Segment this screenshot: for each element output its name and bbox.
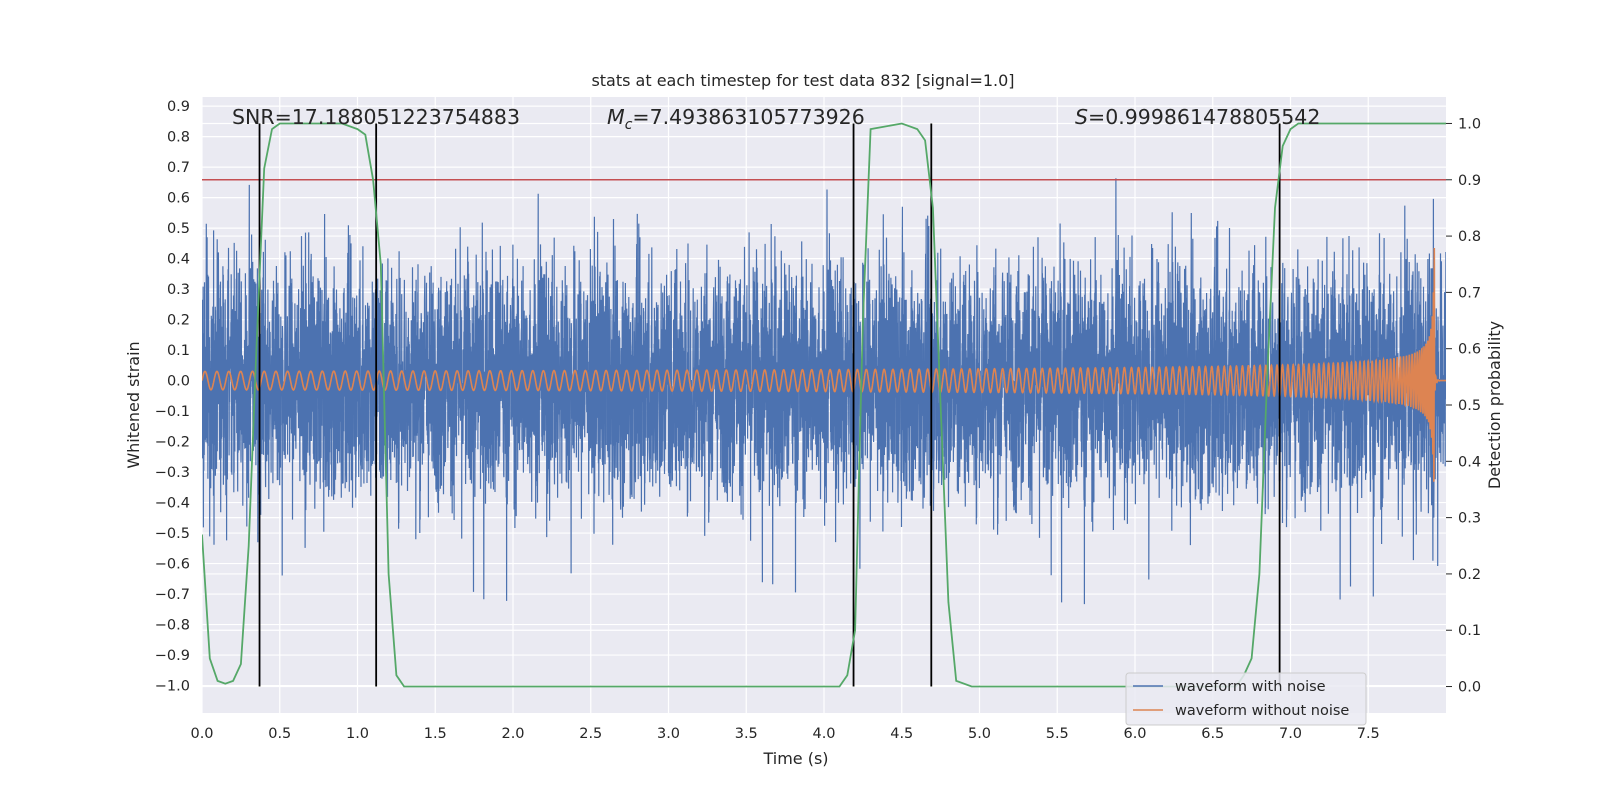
detection-boundaries <box>258 123 1281 687</box>
y-tick-label: −0.2 <box>155 435 190 451</box>
y-tick-label: 0.3 <box>167 282 190 298</box>
y-tick-label: 0.8 <box>167 130 190 146</box>
x-tick-label: 4.0 <box>812 726 835 742</box>
y-tick-label: 0.5 <box>167 221 190 237</box>
y2-tick-label: 0.3 <box>1458 511 1481 527</box>
y2-tick-label: 0.2 <box>1458 567 1481 583</box>
y-tick-label: 0.9 <box>167 99 190 115</box>
y-tick-label: −1.0 <box>155 679 190 695</box>
y-tick-label: 0.2 <box>167 313 190 329</box>
x-tick-label: 4.5 <box>890 726 913 742</box>
y-tick-label: 0.1 <box>167 343 190 359</box>
y2-axis-ticks: 1.0 0.9 0.8 0.7 0.6 0.5 0.4 0.3 0.2 0.1 0.0 <box>1446 116 1481 696</box>
x-tick-label: 3.5 <box>735 726 758 742</box>
x-axis-label: Time (s) <box>762 749 828 768</box>
chirp-mass-value: =7.493863105773926 <box>632 105 864 129</box>
x-tick-label: 2.0 <box>501 726 524 742</box>
x-tick-label: 1.0 <box>346 726 369 742</box>
series-waveform-without-noise <box>202 247 1446 482</box>
y2-tick-label: 0.5 <box>1458 398 1481 414</box>
x-tick-label: 3.0 <box>657 726 680 742</box>
y2-axis-label: Detection probability <box>1485 321 1504 489</box>
x-tick-label: 5.0 <box>968 726 991 742</box>
y-tick-label: −0.7 <box>155 587 190 603</box>
y2-tick-label: 0.7 <box>1458 285 1481 301</box>
y2-tick-label: 1.0 <box>1458 116 1481 132</box>
y-tick-label: −0.4 <box>155 496 190 512</box>
y-tick-label: −0.3 <box>155 465 190 481</box>
chirp-mass-subscript: c <box>625 117 633 133</box>
y2-tick-label: 0.4 <box>1458 454 1481 470</box>
significance-value: =0.999861478805542 <box>1088 105 1320 129</box>
series-detection-probability <box>202 122 1446 688</box>
x-tick-label: 5.5 <box>1046 726 1069 742</box>
y-tick-label: −0.5 <box>155 526 190 542</box>
x-tick-label: 0.5 <box>268 726 291 742</box>
y-tick-label: −0.9 <box>155 648 190 664</box>
y2-tick-label: 0.1 <box>1458 623 1481 639</box>
legend-label-noise: waveform with noise <box>1175 679 1326 695</box>
significance-symbol: S <box>1075 105 1088 129</box>
y-tick-label: 0.0 <box>167 374 190 390</box>
x-tick-label: 1.5 <box>424 726 447 742</box>
y2-tick-label: 0.6 <box>1458 342 1481 358</box>
x-tick-label: 2.5 <box>579 726 602 742</box>
y-tick-label: −0.6 <box>155 557 190 573</box>
y2-tick-label: 0.8 <box>1458 229 1481 245</box>
x-tick-label: 7.0 <box>1279 726 1302 742</box>
y2-tick-label: 0.9 <box>1458 173 1481 189</box>
y-tick-label: 0.6 <box>167 191 190 207</box>
legend-box <box>1125 672 1367 726</box>
x-tick-label: 0.0 <box>190 726 213 742</box>
y-tick-label: 0.4 <box>167 252 190 268</box>
x-tick-label: 7.5 <box>1357 726 1380 742</box>
y-tick-label: −0.1 <box>155 404 190 420</box>
series-waveform-with-noise <box>202 178 1446 605</box>
chart-title: stats at each timestep for test data 832… <box>591 71 1014 90</box>
x-axis-ticks: 0.0 0.5 1.0 1.5 2.0 2.5 3.0 3.5 4.0 4.5 5.0 5.5 6.0 6… <box>190 726 1379 742</box>
significance-annotation: S=0.999861478805542 <box>1075 105 1320 129</box>
snr-annotation: SNR=17.188051223754883 <box>232 105 520 129</box>
x-tick-label: 6.0 <box>1123 726 1146 742</box>
y2-tick-label: 0.0 <box>1458 680 1481 696</box>
y-tick-label: −0.8 <box>155 618 190 634</box>
legend: waveform with noise waveform without noi… <box>1125 672 1367 726</box>
y-tick-label: 0.7 <box>167 160 190 176</box>
chirp-mass-annotation: Mc=7.493863105773926 <box>607 105 865 133</box>
x-tick-label: 6.5 <box>1201 726 1224 742</box>
y-axis-ticks: 0.9 0.8 0.7 0.6 0.5 0.4 0.3 0.2 0.1 0.0 −0.1 −0.2 −0… <box>155 99 190 694</box>
legend-label-clean: waveform without noise <box>1175 703 1349 719</box>
y-axis-label: Whitened strain <box>124 341 143 468</box>
chirp-mass-symbol: M <box>607 105 625 129</box>
